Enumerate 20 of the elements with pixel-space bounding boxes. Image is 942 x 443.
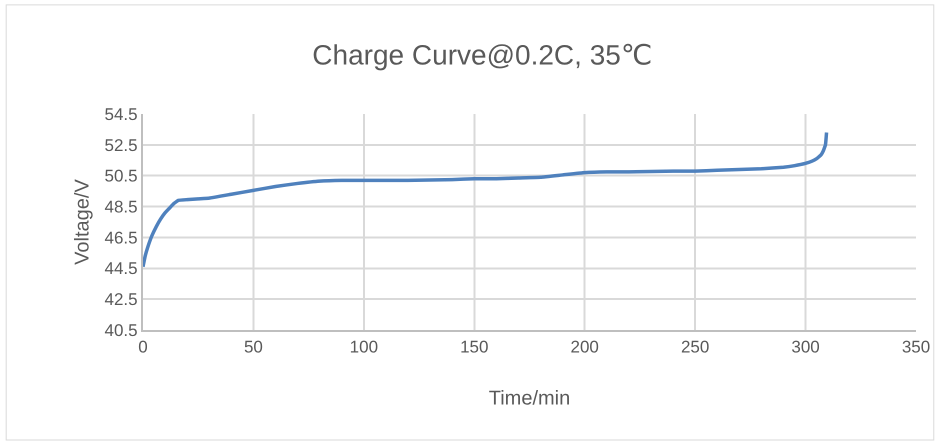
x-tick-label: 50 bbox=[244, 337, 263, 356]
line-series bbox=[143, 130, 828, 268]
x-tick-label: 250 bbox=[680, 337, 710, 356]
y-tick-label: 40.5 bbox=[104, 320, 138, 340]
x-tick-label: 350 bbox=[902, 337, 930, 356]
y-tick-label: 54.5 bbox=[104, 104, 138, 124]
x-tick-label: 300 bbox=[791, 337, 820, 356]
y-tick-label: 46.5 bbox=[104, 228, 138, 248]
y-axis-title: Voltage/V bbox=[72, 178, 94, 265]
y-tick-label: 42.5 bbox=[104, 290, 138, 310]
x-tick-label: 150 bbox=[460, 337, 488, 356]
x-tick-label: 100 bbox=[350, 337, 378, 356]
y-tick-label: 48.5 bbox=[104, 198, 138, 217]
x-tick-label: 0 bbox=[138, 337, 148, 356]
y-tick-label: 52.5 bbox=[104, 136, 138, 155]
chart-title: Charge Curve@0.2C, 35℃ bbox=[312, 40, 652, 71]
x-tick-label: 200 bbox=[570, 337, 599, 356]
x-axis-title: Time/min bbox=[488, 387, 570, 410]
y-tick-label: 44.5 bbox=[104, 259, 138, 278]
y-tick-label: 50.5 bbox=[104, 166, 138, 186]
